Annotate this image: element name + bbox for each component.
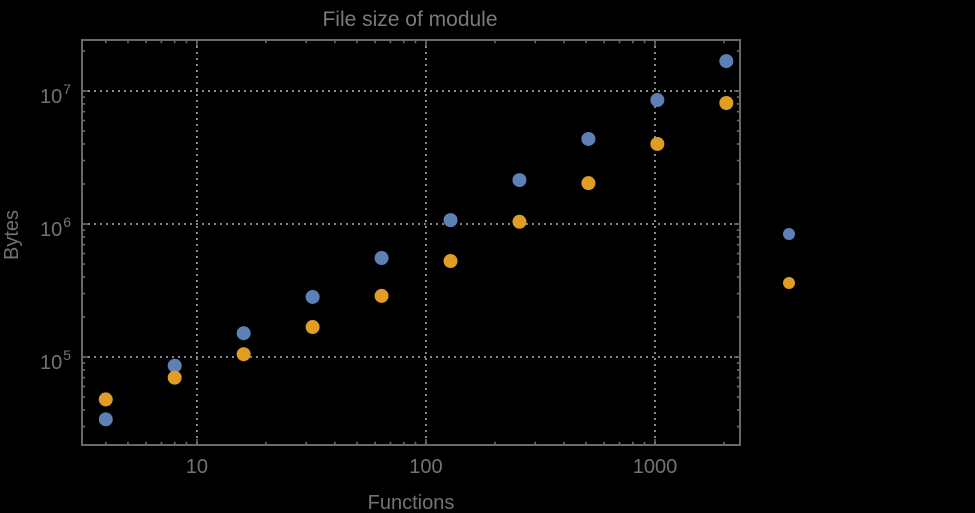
data-point-orange-series (236, 347, 251, 362)
data-point-orange-series (650, 136, 665, 151)
data-point-orange-series (719, 96, 734, 111)
data-point-orange-series (98, 392, 113, 407)
data-point-orange-series (305, 320, 320, 335)
y-tick-label: 106 (40, 214, 71, 241)
data-point-orange-series (374, 288, 389, 303)
data-points (98, 54, 734, 427)
data-point-blue-series (374, 251, 389, 266)
data-point-blue-series (719, 54, 734, 69)
x-tick-label: 100 (409, 456, 442, 478)
data-point-orange-series (443, 254, 458, 269)
legend (783, 228, 795, 289)
y-tick-label: 107 (40, 81, 71, 108)
y-tick-label: 105 (40, 347, 71, 374)
frame-rect (81, 39, 741, 446)
data-point-blue-series (581, 131, 596, 146)
x-axis-label: Functions (368, 492, 455, 513)
data-point-orange-series (512, 214, 527, 229)
tick-marks (82, 40, 740, 445)
data-point-blue-series (512, 173, 527, 188)
gridlines (82, 40, 740, 445)
data-point-blue-series (650, 93, 665, 108)
data-point-orange-series (167, 370, 182, 385)
data-point-blue-series (236, 326, 251, 341)
plot-frame (81, 39, 741, 446)
data-point-blue-series (167, 358, 182, 373)
data-point-blue-series (98, 412, 113, 427)
data-point-blue-series (305, 289, 320, 304)
legend-marker (783, 277, 795, 289)
y-axis-label: Bytes (1, 210, 23, 260)
x-tick-label: 10 (186, 456, 208, 478)
data-point-blue-series (443, 213, 458, 228)
tick-labels: 10 100 1000 105 106 107 (40, 81, 677, 478)
x-tick-label: 1000 (633, 456, 678, 478)
data-point-orange-series (581, 176, 596, 191)
legend-marker (783, 228, 795, 240)
chart-title: File size of module (322, 8, 497, 31)
